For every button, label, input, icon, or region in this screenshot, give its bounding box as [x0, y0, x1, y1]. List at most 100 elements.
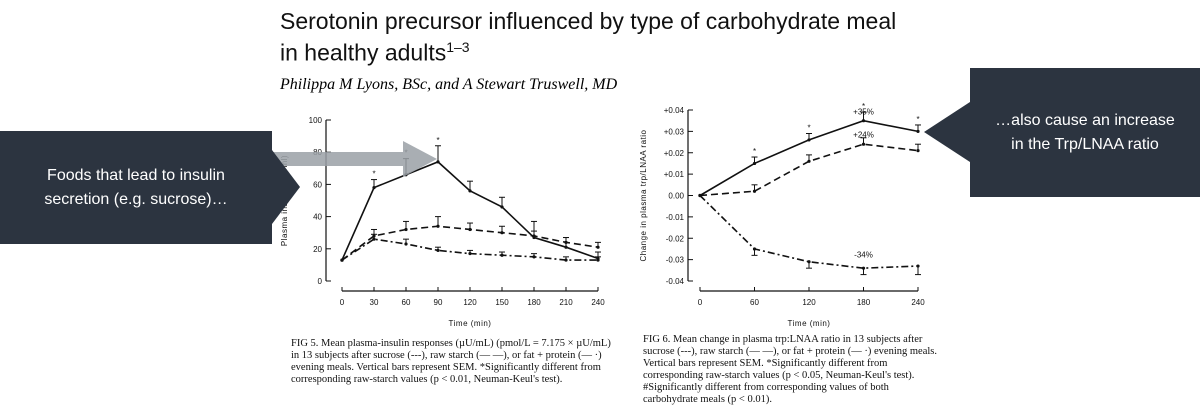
- x-tick-label: 240: [591, 298, 605, 307]
- data-point: [564, 258, 568, 262]
- data-point: [916, 129, 920, 133]
- x-tick-label: 180: [857, 298, 871, 307]
- x-tick-label: 240: [911, 298, 925, 307]
- data-point: [564, 245, 568, 249]
- data-point: [436, 160, 440, 164]
- annotation-label: +35%: [853, 107, 874, 116]
- pointer-shape: [924, 102, 970, 162]
- data-point: [468, 252, 472, 256]
- callout-right-line-2: in the Trp/LNAA ratio: [1011, 135, 1159, 153]
- x-tick-label: 30: [370, 298, 379, 307]
- callout-left-line-1: Foods that lead to insulin: [47, 166, 225, 184]
- y-tick-label: 40: [313, 213, 322, 222]
- data-point: [564, 240, 568, 244]
- y-tick-label: -0.01: [666, 213, 685, 222]
- data-point: [861, 142, 866, 146]
- y-tick-label: 100: [309, 116, 323, 125]
- x-tick-label: 0: [698, 298, 703, 307]
- data-point: [436, 224, 440, 228]
- data-point: [436, 248, 440, 253]
- data-point: [916, 149, 920, 153]
- data-point: [404, 227, 408, 232]
- data-point: [861, 266, 866, 270]
- significance-mark: *: [916, 115, 919, 124]
- x-tick-label: 60: [750, 298, 759, 307]
- x-axis-label: Time (min): [449, 319, 492, 328]
- data-point: [596, 258, 600, 262]
- x-tick-label: 210: [559, 298, 573, 307]
- x-tick-label: 60: [402, 298, 411, 307]
- x-tick-label: 120: [463, 298, 477, 307]
- x-tick-label: 120: [802, 298, 816, 307]
- significance-mark: *: [753, 147, 756, 156]
- y-tick-label: 60: [313, 180, 322, 189]
- data-point: [698, 193, 702, 198]
- x-axis-label: Time (min): [788, 319, 831, 328]
- significance-mark: *: [436, 136, 439, 145]
- significance-mark: *: [807, 124, 810, 133]
- title-line-1: Serotonin precursor influenced by type o…: [280, 8, 897, 34]
- series-solid-line: [341, 160, 599, 261]
- data-point: [596, 245, 600, 249]
- data-point: [500, 205, 504, 209]
- data-point: [752, 247, 757, 251]
- callout-right-pointer: [924, 102, 970, 162]
- data-point: [500, 231, 504, 235]
- y-tick-label: 20: [313, 245, 322, 254]
- article-authors: Philippa M Lyons, BSc, and A Stewart Tru…: [280, 76, 618, 93]
- figure-6-chart: +0.04 +0.03 +0.02 +0.01 0.00 -0.01 -0.02 -0.03 -…: [639, 102, 925, 328]
- data-point: [532, 234, 536, 238]
- significance-mark: *: [862, 102, 865, 111]
- x-tick-label: 180: [527, 298, 541, 307]
- article-title: Serotonin precursor influenced by type o…: [280, 8, 896, 66]
- title-superscript: 1–3: [446, 39, 470, 55]
- callout-left: Foods that lead to insulin secretion (e.…: [0, 131, 272, 244]
- data-point: [861, 119, 866, 123]
- x-tick-label: 90: [434, 298, 443, 307]
- callout-left-pointer: [272, 150, 300, 224]
- data-point: [916, 264, 920, 268]
- series-dashdot-line: [341, 238, 598, 261]
- data-point: [468, 227, 472, 232]
- annotation-label: -34%: [854, 250, 873, 259]
- callout-right: …also cause an increase in the Trp/LNAA …: [970, 68, 1200, 197]
- y-tick-label: +0.03: [664, 127, 685, 136]
- data-point: [807, 138, 811, 142]
- data-point: [807, 260, 811, 264]
- data-point: [752, 161, 757, 166]
- callout-right-line-1: …also cause an increase: [995, 111, 1175, 129]
- y-tick-label: 0.00: [668, 192, 684, 201]
- y-tick-label: 0: [318, 277, 323, 286]
- arrow-head: [403, 141, 437, 177]
- series-dashdot-line: [699, 194, 919, 269]
- y-tick-label: -0.03: [666, 256, 685, 265]
- callout-left-line-2: secretion (e.g. sucrose)…: [44, 190, 228, 208]
- data-point: [500, 253, 504, 257]
- figure-6-caption: FIG 6. Mean change in plasma trp:LNAA ra…: [643, 334, 937, 405]
- x-tick-label: 0: [340, 298, 345, 307]
- data-point: [404, 242, 408, 246]
- series-dashed-line: [699, 143, 919, 197]
- figure-5-chart: 0204060801000306090120150180210240Time (…: [280, 116, 605, 328]
- y-axis-label: Change in plasma trp/LNAA ratio: [639, 129, 648, 261]
- y-tick-label: -0.02: [666, 234, 685, 243]
- data-point: [372, 237, 376, 241]
- y-tick-label: +0.02: [664, 149, 685, 158]
- data-point: [340, 258, 344, 262]
- callout-right-text: …also cause an increase in the Trp/LNAA …: [995, 109, 1175, 157]
- callout-left-text: Foods that lead to insulin secretion (e.…: [44, 164, 227, 212]
- title-line-2-text: in healthy adults: [280, 39, 447, 66]
- pointer-shape: [272, 150, 300, 224]
- data-point: [372, 186, 376, 190]
- y-tick-label: +0.01: [664, 170, 685, 179]
- y-tick-label: +0.04: [664, 106, 685, 115]
- highlight-arrow-left: [268, 141, 437, 177]
- x-tick-label: 150: [495, 298, 509, 307]
- title-line-2: in healthy adults1–3: [280, 34, 896, 66]
- arrow-shaft: [268, 152, 403, 166]
- data-point: [468, 189, 472, 193]
- data-point: [532, 255, 536, 259]
- data-point: [807, 159, 811, 163]
- data-point: [752, 189, 757, 193]
